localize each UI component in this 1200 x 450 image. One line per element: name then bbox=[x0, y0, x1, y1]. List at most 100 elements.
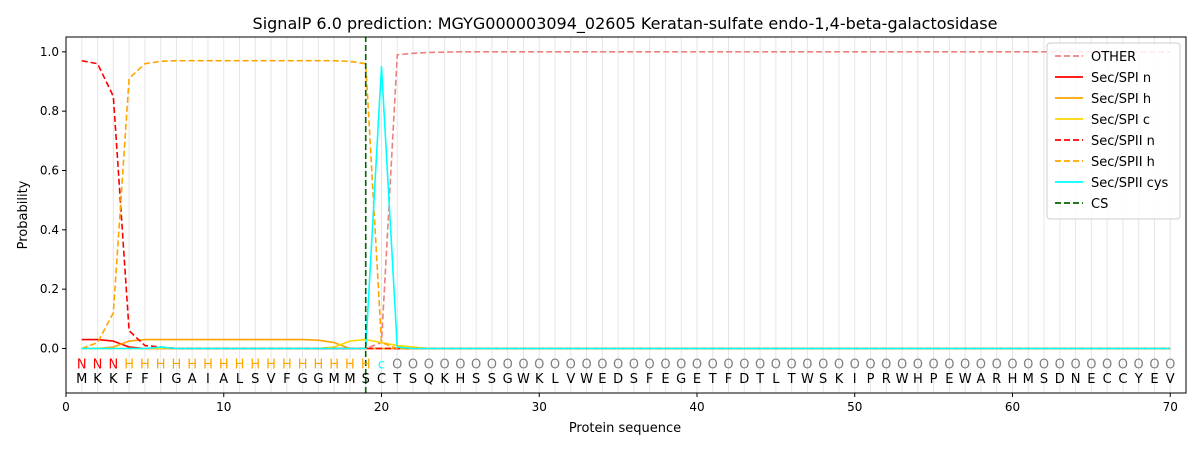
region-label: H bbox=[361, 357, 371, 372]
x-tick-label: 40 bbox=[689, 400, 704, 414]
region-label: O bbox=[802, 357, 812, 372]
residue-label: G bbox=[313, 372, 323, 387]
region-label: H bbox=[172, 357, 182, 372]
plot-background bbox=[66, 37, 1186, 393]
legend-label: Sec/SPII cys bbox=[1091, 176, 1169, 191]
region-label: H bbox=[345, 357, 355, 372]
region-label: H bbox=[298, 357, 308, 372]
axes-frame bbox=[65, 36, 1187, 394]
region-label: H bbox=[203, 357, 213, 372]
legend-label: CS bbox=[1091, 197, 1108, 212]
residue-label: N bbox=[1071, 372, 1081, 387]
y-axis-label: Probability bbox=[16, 180, 31, 249]
region-label: O bbox=[992, 357, 1002, 372]
residue-label: S bbox=[251, 372, 259, 387]
region-label: O bbox=[755, 357, 765, 372]
residue-label: V bbox=[566, 372, 575, 387]
region-label: O bbox=[897, 357, 907, 372]
region-label: H bbox=[140, 357, 150, 372]
region-label: H bbox=[156, 357, 166, 372]
x-tick-label: 0 bbox=[62, 400, 70, 414]
residue-label: F bbox=[646, 372, 653, 387]
region-label: O bbox=[865, 357, 875, 372]
region-label: O bbox=[566, 357, 576, 372]
chart-title: SignalP 6.0 prediction: MGYG000003094_02… bbox=[253, 14, 998, 34]
region-label: O bbox=[550, 357, 560, 372]
residue-label: M bbox=[76, 372, 87, 387]
region-label: O bbox=[818, 357, 828, 372]
residue-label: H bbox=[913, 372, 923, 387]
residue-label: A bbox=[188, 372, 197, 387]
axes: 0 10 20 30 40 50 60 70 0.0 0.2 0.4 0.6 0.8 1.0 bbox=[40, 36, 1187, 414]
region-label: O bbox=[503, 357, 513, 372]
region-label: O bbox=[960, 357, 970, 372]
region-label: O bbox=[1055, 357, 1065, 372]
residue-label: S bbox=[409, 372, 417, 387]
residue-label: H bbox=[455, 372, 465, 387]
residue-label: S bbox=[630, 372, 638, 387]
residue-label: W bbox=[580, 372, 593, 387]
x-tick-label: 70 bbox=[1163, 400, 1178, 414]
residue-label: C bbox=[1118, 372, 1127, 387]
region-label: O bbox=[660, 357, 670, 372]
residue-label: L bbox=[772, 372, 780, 387]
region-label: O bbox=[723, 357, 733, 372]
region-label: O bbox=[1070, 357, 1080, 372]
series-lines bbox=[81, 51, 1171, 350]
residue-label: H bbox=[1008, 372, 1018, 387]
residue-label: I bbox=[206, 372, 210, 387]
residue-label: R bbox=[992, 372, 1001, 387]
region-label: H bbox=[250, 357, 260, 372]
legend-label: Sec/SPII n bbox=[1091, 134, 1155, 149]
residue-label: S bbox=[362, 372, 370, 387]
region-label: O bbox=[1007, 357, 1017, 372]
residue-label: G bbox=[676, 372, 686, 387]
residue-label: A bbox=[219, 372, 228, 387]
region-label: H bbox=[219, 357, 229, 372]
series-line bbox=[81, 65, 1171, 350]
region-label: O bbox=[928, 357, 938, 372]
residue-label: Q bbox=[424, 372, 434, 387]
residue-label: M bbox=[344, 372, 355, 387]
region-label: O bbox=[487, 357, 497, 372]
residue-label: S bbox=[819, 372, 827, 387]
region-label: c bbox=[378, 357, 385, 372]
region-label: H bbox=[329, 357, 339, 372]
region-label: O bbox=[976, 357, 986, 372]
region-label: O bbox=[629, 357, 639, 372]
sequence-annotation: NMNKNKHFHFHIHGHAHIHAHLHSHVHFHGHGHMHMHScC… bbox=[76, 357, 1175, 387]
x-tick-label: 20 bbox=[374, 400, 389, 414]
region-label: O bbox=[708, 357, 718, 372]
residue-label: T bbox=[392, 372, 401, 387]
residue-label: S bbox=[488, 372, 496, 387]
region-label: O bbox=[692, 357, 702, 372]
region-label: O bbox=[676, 357, 686, 372]
residue-label: E bbox=[598, 372, 606, 387]
residue-label: P bbox=[930, 372, 938, 387]
residue-label: W bbox=[959, 372, 972, 387]
residue-label: M bbox=[329, 372, 340, 387]
region-label: O bbox=[613, 357, 623, 372]
region-label: O bbox=[424, 357, 434, 372]
residue-label: W bbox=[801, 372, 814, 387]
residue-label: E bbox=[661, 372, 669, 387]
residue-label: R bbox=[882, 372, 891, 387]
residue-label: M bbox=[1023, 372, 1034, 387]
region-label: H bbox=[187, 357, 197, 372]
residue-label: V bbox=[267, 372, 276, 387]
region-label: O bbox=[597, 357, 607, 372]
legend-label: Sec/SPII h bbox=[1091, 155, 1155, 170]
residue-label: S bbox=[1040, 372, 1048, 387]
legend-label: Sec/SPI h bbox=[1091, 92, 1151, 107]
y-tick-label: 0.0 bbox=[40, 342, 59, 356]
region-label: O bbox=[850, 357, 860, 372]
x-tick-label: 50 bbox=[847, 400, 862, 414]
region-label: O bbox=[944, 357, 954, 372]
region-label: O bbox=[581, 357, 591, 372]
residue-label: T bbox=[787, 372, 796, 387]
region-label: O bbox=[1134, 357, 1144, 372]
residue-label: F bbox=[725, 372, 732, 387]
plot-area bbox=[66, 37, 1186, 393]
region-label: O bbox=[408, 357, 418, 372]
residue-label: C bbox=[377, 372, 386, 387]
